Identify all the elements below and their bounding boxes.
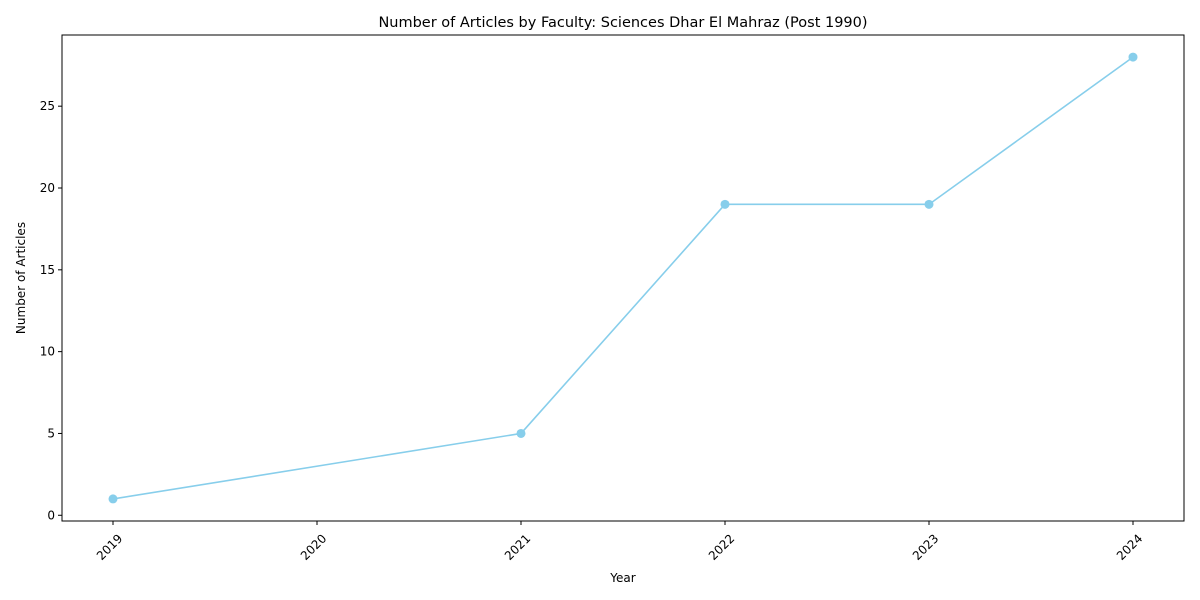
y-tick-label: 0 xyxy=(47,508,55,522)
data-point xyxy=(720,199,730,209)
x-tick-label: 2024 xyxy=(1114,531,1145,562)
x-tick-label: 2022 xyxy=(706,531,737,562)
x-axis-title: Year xyxy=(609,571,635,585)
x-tick-label: 2023 xyxy=(910,531,941,562)
y-tick-label: 5 xyxy=(47,426,55,440)
y-tick-label: 10 xyxy=(40,345,55,359)
y-tick-label: 15 xyxy=(40,263,55,277)
y-tick-label: 20 xyxy=(40,181,55,195)
y-axis-title: Number of Articles xyxy=(14,222,28,334)
y-tick-label: 25 xyxy=(40,99,55,113)
data-point xyxy=(1128,52,1138,62)
series-line xyxy=(112,56,1134,500)
data-point xyxy=(108,494,118,504)
plot-area: 2019 2020 2021 2022 2023 2024 0 5 10 15 20 25 xyxy=(40,34,1185,563)
x-tick-label: 2019 xyxy=(94,531,125,562)
data-point xyxy=(924,199,934,209)
chart-title: Number of Articles by Faculty: Sciences … xyxy=(378,15,867,31)
data-point xyxy=(516,428,526,438)
x-tick-label: 2020 xyxy=(298,531,329,562)
x-tick-label: 2021 xyxy=(502,531,533,562)
plot-frame xyxy=(61,34,1185,522)
